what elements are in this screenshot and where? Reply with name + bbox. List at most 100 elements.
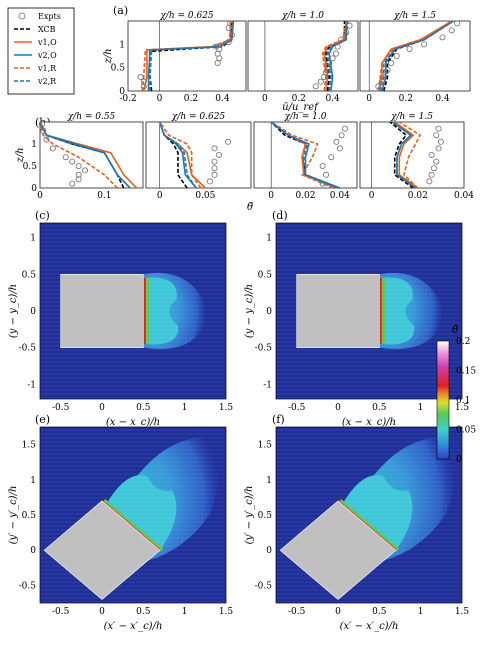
obstacle-square — [60, 274, 144, 348]
panel-a-expt-point — [448, 27, 455, 34]
panel-a-series-v1R-2 — [377, 20, 453, 92]
panel-a-expt-point — [454, 20, 461, 27]
panel-a-expt-point — [329, 55, 336, 62]
xtick-d-0: -0.5 — [288, 403, 306, 413]
panel-a-ytick-0: 0 — [119, 87, 125, 97]
panel-b-expt-point — [69, 158, 76, 165]
colorbar-tick-0: 0 — [456, 455, 462, 465]
panel-b-ytick-0: 0 — [31, 184, 37, 194]
panel-label-e: (e) — [35, 413, 50, 426]
xtick-f-1: 0 — [335, 607, 341, 617]
ylabel-c: (y − y_c)/h — [8, 284, 19, 338]
panel-b-series-v2R-3 — [391, 121, 416, 189]
xtick-c-1: 0 — [99, 403, 105, 413]
panel-a-expt-point — [439, 34, 446, 41]
panel-a-expt-point — [421, 41, 428, 48]
colorbar-tick-3: 0.15 — [456, 367, 476, 377]
ytick-f-3: 0 — [266, 546, 272, 556]
panel-b-expt-point — [430, 165, 437, 172]
colorbar: θ̃ 0 0.05 0.1 0.15 0.2 — [436, 325, 476, 465]
panel-b-expt-point — [338, 132, 345, 139]
panel-b-expt-point — [211, 145, 218, 152]
panel-a-series-v2O-1 — [328, 21, 348, 92]
xtick-d-3: 1 — [418, 403, 424, 413]
ytick-c-2: 0 — [30, 307, 36, 317]
panel-b-expt-point — [49, 145, 56, 152]
panel-b-series-v1R-1 — [159, 121, 202, 189]
panel-b-expt-point — [328, 154, 335, 161]
ytick-e-3: 0 — [30, 546, 36, 556]
panel-a-expt-point — [312, 83, 319, 90]
ytick-e-0: 1.5 — [22, 441, 37, 451]
panel-b-axes-3 — [359, 121, 465, 189]
contour-panels: (c) -0.5 0 0.5 1 1.5 1 0.5 0 -0.5 -1 (x − x_c)/h (y … — [8, 209, 469, 632]
panel-a-expt-point — [343, 29, 350, 36]
panel-a-xtick-1: 0 — [157, 94, 163, 104]
panel-a-expt-point — [393, 53, 400, 60]
panel-a-ytick-1: 0.5 — [111, 64, 126, 74]
panel-a-series-v1O-1 — [323, 20, 347, 92]
panel-a-expt-point — [338, 36, 345, 43]
panel-a-series-v2R-0 — [149, 20, 235, 91]
obstacle-diamond — [279, 500, 397, 600]
panel-b-subplot-title-0: χ/h = 0.55 — [67, 112, 116, 122]
panel-b-subplot-title-1: χ/h = 0.625 — [171, 112, 226, 122]
panel-a-expt-point — [137, 74, 144, 81]
ytick-e-2: 0.5 — [22, 511, 37, 521]
panel-b-subplot-title-2: χ/h = 1.0 — [284, 112, 327, 122]
ytick-d-3: -0.5 — [255, 344, 273, 354]
legend-box — [7, 7, 75, 95]
ytick-c-4: -1 — [27, 380, 36, 390]
panel-b-expt-point — [323, 171, 330, 178]
panel-a-ytick-2: 1 — [119, 40, 125, 50]
panel-a-expt-point — [334, 43, 341, 50]
contour-panel-e: (e) -0.5 0 0.5 1 1.5 1.5 1 0.5 0 -0.5 (x′ − x′_c)/h… — [8, 413, 233, 632]
colorbar-tick-4: 0.2 — [456, 337, 470, 347]
panel-b-expt-point — [43, 136, 50, 143]
xtick-f-4: 1.5 — [455, 607, 470, 617]
xtick-d-4: 1.5 — [455, 403, 470, 413]
panel-a-axes-1 — [247, 20, 359, 92]
panel-a-expt-point — [140, 78, 147, 85]
legend-label-3: v2,O — [37, 51, 57, 60]
panel-a-xtick-9: 0.4 — [435, 94, 450, 104]
panel-b-xtick-4: 0 — [268, 191, 274, 201]
panel-a-xtick-0: -0.2 — [119, 94, 136, 104]
xtick-e-3: 1 — [182, 607, 188, 617]
panel-b-expt-point — [433, 158, 440, 165]
panel-a-xtick-5: 0.2 — [292, 94, 306, 104]
xtick-e-4: 1.5 — [219, 607, 234, 617]
panel-b-series-v2R-1 — [158, 121, 197, 189]
panel-a-expt-point — [227, 20, 234, 27]
legend-label-1: XCB — [38, 25, 56, 34]
panel-b-expt-point — [69, 180, 76, 187]
legend-label-4: v1,R — [37, 64, 57, 73]
panel-b-expt-point — [333, 138, 340, 145]
panel-b-expt-point — [211, 171, 218, 178]
panel-a-expt-point — [388, 60, 395, 67]
legend-label-5: v2,R — [37, 77, 57, 86]
panel-a-expt-point — [228, 32, 235, 39]
panel-b-expt-point — [433, 132, 440, 139]
panel-b-series-v2R-0 — [39, 121, 131, 189]
panel-a-expt-point — [380, 74, 387, 81]
panel-b-xtick-9: 0.04 — [454, 191, 474, 201]
panel-b-expt-point — [341, 125, 348, 132]
xtick-e-2: 0.5 — [136, 607, 151, 617]
ytick-f-4: -0.5 — [255, 581, 273, 591]
panel-b-expt-point — [428, 171, 435, 178]
xtick-f-2: 0.5 — [372, 607, 387, 617]
panel-b-xtick-3: 0.05 — [195, 191, 215, 201]
panel-a-expt-point — [332, 50, 339, 57]
xtick-e-1: 0 — [99, 607, 105, 617]
panel-b-expt-point — [216, 151, 223, 158]
xlabel-d: (x − x_c)/h — [342, 417, 396, 428]
xtick-f-0: -0.5 — [288, 607, 306, 617]
panel-b-expt-point — [206, 178, 213, 185]
panel-label-a: (a) — [113, 4, 128, 17]
panel-b-axes-1 — [145, 121, 252, 189]
ytick-d-1: 0.5 — [258, 270, 273, 280]
panel-a-expt-point — [346, 22, 353, 29]
panel-b-xtick-5: 0.02 — [295, 191, 315, 201]
